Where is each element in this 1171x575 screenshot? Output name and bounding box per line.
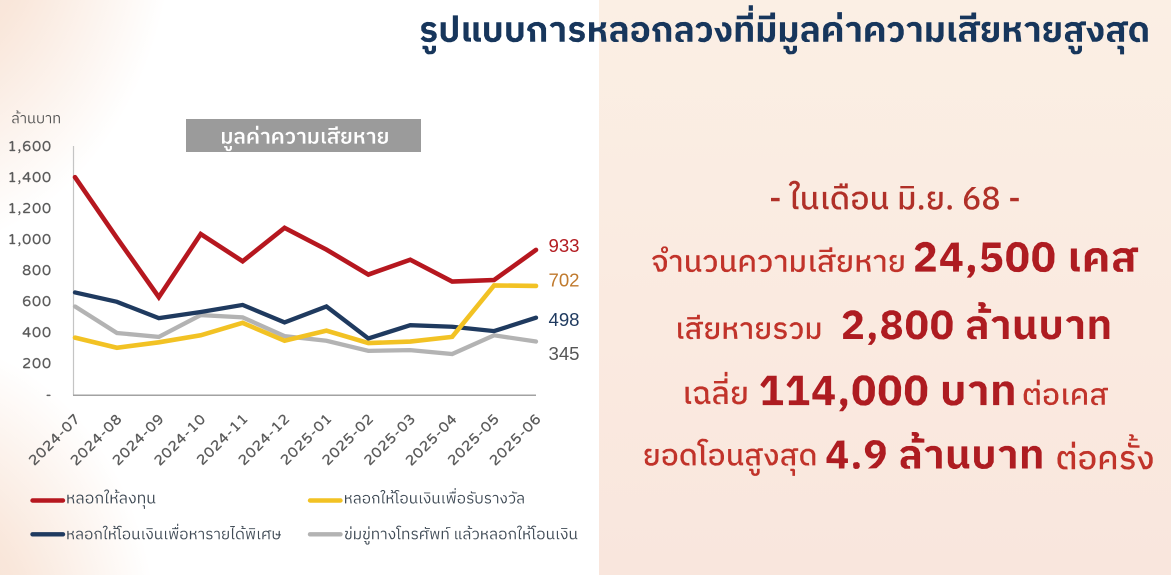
svg-text:702: 702 [549,270,580,291]
svg-text:345: 345 [549,343,580,364]
svg-text:933: 933 [549,235,580,256]
svg-text:498: 498 [549,309,580,330]
